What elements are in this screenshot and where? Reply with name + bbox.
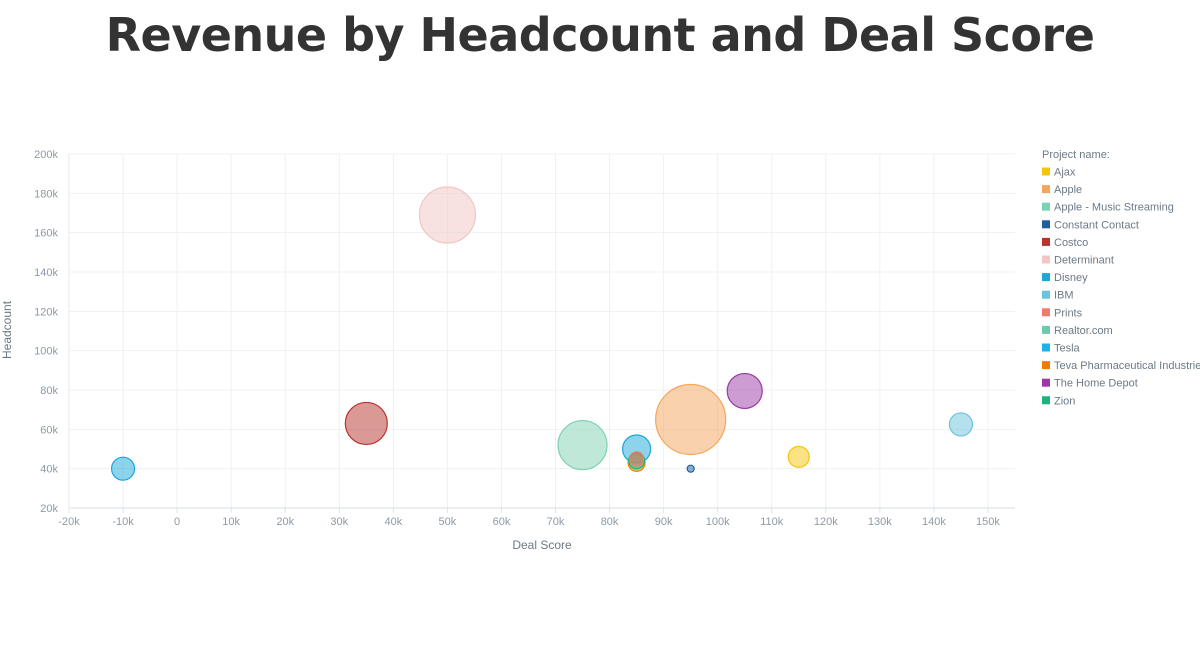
x-tick-label: 110k	[760, 516, 784, 528]
y-tick-label: 120k	[34, 306, 58, 318]
x-tick-label: 40k	[384, 516, 402, 528]
legend-swatch-prints	[1042, 308, 1050, 317]
y-tick-label: 80k	[40, 385, 58, 397]
legend-item-apple[interactable]: Apple	[1054, 184, 1082, 196]
bubble-disney[interactable]	[110, 456, 136, 481]
x-tick-label: 10k	[222, 516, 240, 528]
chart-title: Revenue by Headcount and Deal Score	[105, 8, 1095, 62]
bubble-apple[interactable]	[655, 383, 727, 456]
legend-item-determinant[interactable]: Determinant	[1054, 255, 1114, 267]
legend-item-prints[interactable]: Prints	[1054, 307, 1083, 319]
x-tick-label: 20k	[276, 516, 294, 528]
legend-item-ibm[interactable]: IBM	[1054, 290, 1074, 302]
legend-item-costco[interactable]: Costco	[1054, 237, 1088, 249]
x-tick-label: 150k	[976, 516, 1000, 528]
legend-title: Project name:	[1042, 149, 1110, 161]
axes	[68, 154, 1015, 513]
y-tick-label: 60k	[40, 424, 58, 436]
y-tick-label: 20k	[40, 503, 58, 515]
y-axis-label: Headcount	[0, 300, 14, 359]
x-tick-label: 100k	[706, 516, 730, 528]
x-tick-label: -20k	[58, 516, 80, 528]
bubble-ajax[interactable]	[787, 445, 810, 468]
x-axis-label: Deal Score	[512, 538, 572, 552]
x-tick-label: 120k	[814, 516, 838, 528]
legend-swatch-apple-music-streaming	[1042, 202, 1050, 211]
y-tick-label: 40k	[40, 464, 58, 476]
bubble-constant-contact[interactable]	[686, 464, 695, 473]
legend-swatch-realtor-com	[1042, 325, 1050, 334]
x-tick-label: -10k	[112, 516, 134, 528]
x-tick-label: 80k	[601, 516, 619, 528]
legend-swatch-zion	[1042, 396, 1050, 405]
legend-item-zion[interactable]: Zion	[1054, 395, 1075, 407]
y-tick-label: 200k	[34, 149, 58, 161]
legend-item-the-home-depot[interactable]: The Home Depot	[1054, 378, 1138, 390]
x-tick-label: 70k	[547, 516, 565, 528]
y-tick-label: 160k	[34, 228, 58, 240]
grid-lines	[68, 153, 1015, 509]
y-tick-labels: 20k 40k 60k 80k 100k 120k 140k 160k 180k 200k	[34, 149, 58, 515]
legend-swatch-determinant	[1042, 255, 1050, 264]
bubble-prints[interactable]	[628, 451, 645, 467]
x-tick-label: 0	[174, 516, 180, 528]
x-tick-label: 30k	[330, 516, 348, 528]
legend-item-tesla[interactable]: Tesla	[1054, 343, 1081, 355]
legend-item-disney[interactable]: Disney	[1054, 272, 1088, 284]
legend-swatch-tesla	[1042, 343, 1050, 352]
legend-item-teva-pharmaceutical-industries[interactable]: Teva Pharmaceutical Industries	[1054, 360, 1200, 372]
legend-swatch-costco	[1042, 237, 1050, 246]
legend-item-ajax[interactable]: Ajax	[1054, 167, 1076, 179]
bubbles[interactable]	[110, 186, 974, 481]
legend-swatch-constant-contact	[1042, 220, 1050, 229]
legend-item-realtor-com[interactable]: Realtor.com	[1054, 325, 1113, 337]
bubble-costco[interactable]	[344, 401, 388, 446]
legend-swatch-ajax	[1042, 167, 1050, 176]
bubble-apple-music-streaming[interactable]	[557, 419, 608, 471]
bubble-the-home-depot[interactable]	[726, 372, 763, 410]
legend-item-constant-contact[interactable]: Constant Contact	[1054, 219, 1139, 231]
legend-item-apple-music-streaming[interactable]: Apple - Music Streaming	[1054, 202, 1174, 214]
legend-swatch-disney	[1042, 273, 1050, 282]
bubble-ibm[interactable]	[948, 412, 974, 437]
x-tick-label: 130k	[868, 516, 892, 528]
legend: Project name: Ajax Apple Apple - Music Str…	[1042, 149, 1200, 407]
legend-swatch-apple	[1042, 185, 1050, 194]
x-tick-label: 50k	[439, 516, 457, 528]
x-tick-label: 60k	[493, 516, 511, 528]
x-tick-label: 140k	[922, 516, 946, 528]
legend-swatch-teva-pharmaceutical-industries	[1042, 361, 1050, 370]
y-tick-label: 140k	[34, 267, 58, 279]
legend-swatch-ibm	[1042, 290, 1050, 299]
y-tick-label: 100k	[34, 346, 58, 358]
x-tick-label: 90k	[655, 516, 673, 528]
y-tick-label: 180k	[34, 188, 58, 200]
x-tick-labels: -20k -10k 0 10k 20k 30k 40k 50k 60k 70k 80k 90k 100k…	[58, 516, 1000, 528]
bubble-determinant[interactable]	[418, 186, 476, 244]
legend-swatch-the-home-depot	[1042, 378, 1050, 387]
